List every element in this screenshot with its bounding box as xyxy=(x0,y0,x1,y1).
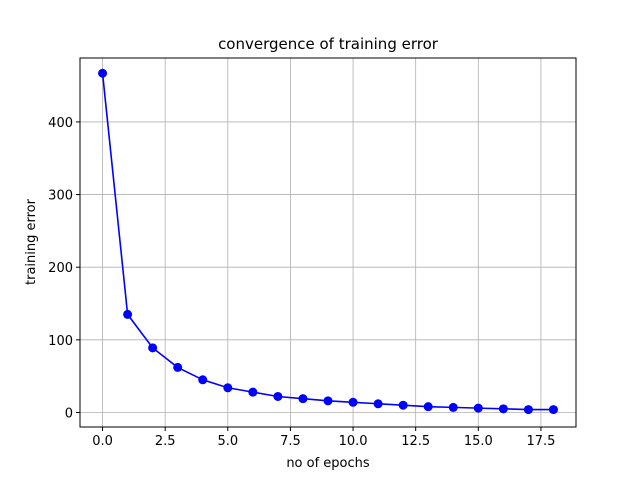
data-point xyxy=(398,400,408,410)
data-point xyxy=(98,68,108,78)
y-tick-label: 200 xyxy=(48,261,73,276)
data-point xyxy=(248,387,258,397)
y-tick-label: 0 xyxy=(65,406,73,421)
x-tick-label: 0.0 xyxy=(92,434,113,449)
data-point xyxy=(173,362,183,372)
x-tick-label: 2.5 xyxy=(155,434,176,449)
series-layer xyxy=(98,68,558,415)
x-tick-label: 12.5 xyxy=(401,434,430,449)
data-point xyxy=(348,397,358,407)
data-point xyxy=(273,391,283,401)
x-tick-label: 17.5 xyxy=(526,434,555,449)
data-point xyxy=(298,394,308,404)
data-point xyxy=(223,383,233,393)
y-tick-label: 300 xyxy=(48,189,73,204)
data-point xyxy=(423,402,433,412)
data-point xyxy=(148,343,158,353)
x-tick-label: 15.0 xyxy=(464,434,493,449)
chart-title: convergence of training error xyxy=(218,35,439,53)
grid-lines xyxy=(80,58,576,427)
x-tick-label: 5.0 xyxy=(217,434,238,449)
x-tick-label: 7.5 xyxy=(280,434,301,449)
x-axis-label: no of epochs xyxy=(286,456,370,471)
data-point xyxy=(123,309,133,319)
y-axis: 0 100 200 300 400 xyxy=(48,116,80,421)
data-point xyxy=(323,396,333,406)
data-point xyxy=(523,405,533,415)
data-point xyxy=(498,404,508,414)
plot-frame xyxy=(79,57,577,428)
y-tick-label: 400 xyxy=(48,116,73,131)
data-point xyxy=(548,405,558,415)
x-tick-label: 10.0 xyxy=(339,434,368,449)
plot-area xyxy=(80,58,576,427)
data-point xyxy=(198,375,208,385)
data-point xyxy=(448,402,458,412)
data-point xyxy=(473,403,483,413)
x-axis: 0.0 2.5 5.0 7.5 10.0 12.5 15.0 17.5 xyxy=(92,427,555,449)
y-tick-label: 100 xyxy=(48,334,73,349)
data-point xyxy=(373,399,383,409)
y-axis-label: training error xyxy=(24,198,39,285)
